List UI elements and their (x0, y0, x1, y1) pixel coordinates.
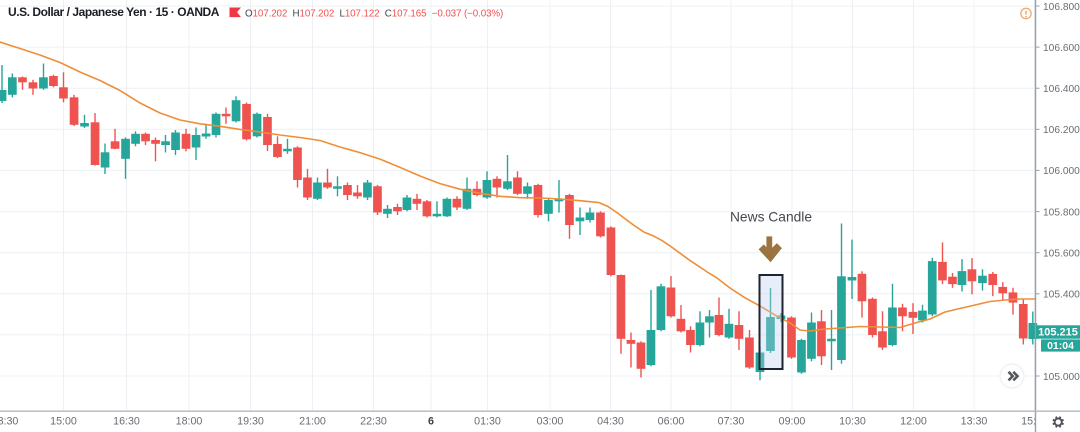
svg-text:106.600: 106.600 (1043, 43, 1080, 54)
svg-text:22:30: 22:30 (360, 416, 387, 428)
svg-text:10:30: 10:30 (839, 416, 866, 428)
svg-text:106.800: 106.800 (1043, 2, 1080, 13)
svg-text:06:00: 06:00 (658, 416, 685, 428)
svg-text:09:00: 09:00 (779, 416, 806, 428)
svg-text:01:04: 01:04 (1047, 340, 1074, 352)
svg-text:13:30: 13:30 (0, 416, 18, 428)
svg-text:21:00: 21:00 (299, 416, 326, 428)
svg-text:07:30: 07:30 (718, 416, 745, 428)
svg-text:03:00: 03:00 (537, 416, 564, 428)
svg-text:12:00: 12:00 (900, 416, 927, 428)
svg-text:16:30: 16:30 (113, 416, 140, 428)
svg-text:U.S. Dollar / Japanese Yen · 1: U.S. Dollar / Japanese Yen · 15 · OANDA (8, 5, 220, 19)
svg-text:105.000: 105.000 (1043, 372, 1080, 383)
svg-text:13:30: 13:30 (961, 416, 988, 428)
svg-text:18:00: 18:00 (176, 416, 203, 428)
svg-text:04:30: 04:30 (597, 416, 624, 428)
svg-text:106.200: 106.200 (1043, 125, 1080, 136)
svg-text:15:00: 15:00 (1021, 416, 1048, 428)
svg-text:19:30: 19:30 (237, 416, 264, 428)
svg-text:01:30: 01:30 (474, 416, 501, 428)
svg-text:105.800: 105.800 (1043, 207, 1080, 218)
svg-text:105.215: 105.215 (1038, 327, 1078, 339)
svg-text:105.600: 105.600 (1043, 249, 1080, 260)
svg-text:O107.202 H107.202 L107.122: O107.202 H107.202 L107.122 C107.165 −0.0… (245, 8, 503, 19)
svg-text:106.400: 106.400 (1043, 84, 1080, 95)
svg-text:News Candle: News Candle (730, 210, 812, 225)
svg-text:15:00: 15:00 (50, 416, 77, 428)
svg-text:6: 6 (428, 416, 434, 428)
svg-text:106.000: 106.000 (1043, 166, 1080, 177)
svg-text:105.400: 105.400 (1043, 290, 1080, 301)
